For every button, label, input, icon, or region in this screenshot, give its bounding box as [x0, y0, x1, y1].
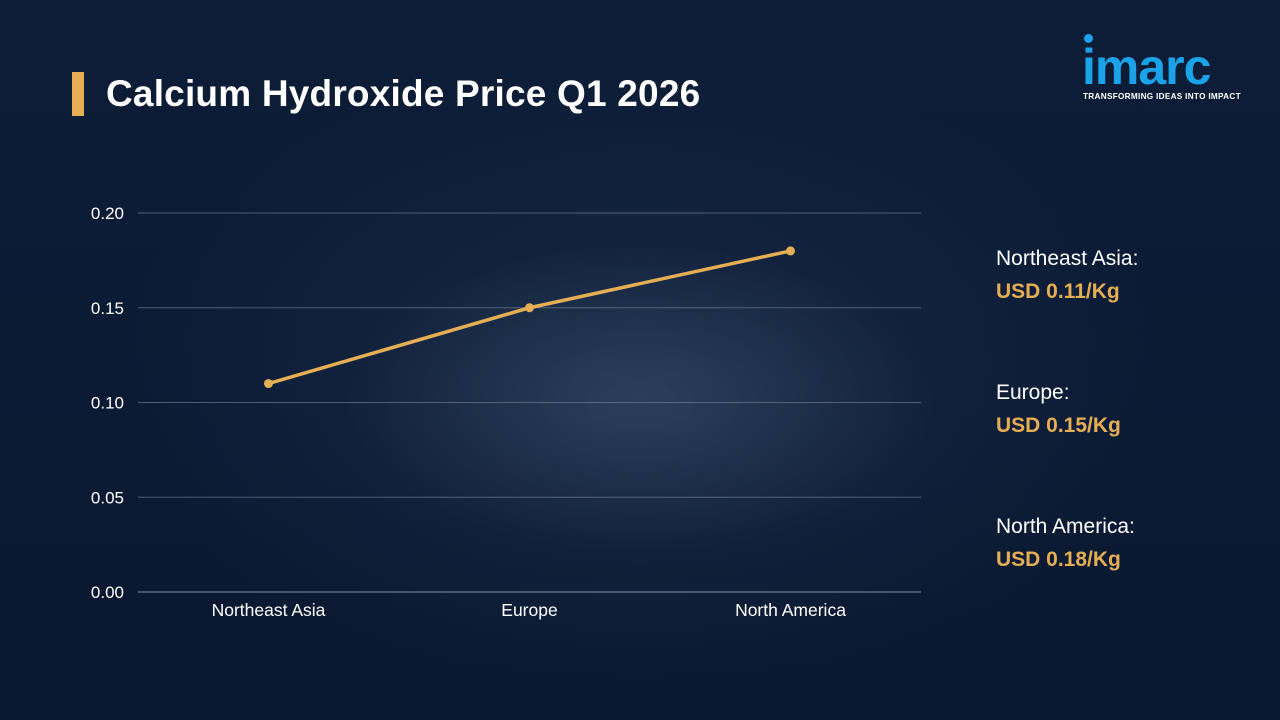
legend-label: Europe: — [996, 381, 1070, 404]
y-tick-label: 0.15 — [91, 299, 124, 318]
y-tick-label: 0.10 — [91, 394, 124, 413]
logo-tagline: TRANSFORMING IDEAS INTO IMPACT — [1083, 92, 1241, 101]
data-point — [525, 303, 534, 313]
legend-value: USD 0.15/Kg — [996, 414, 1121, 437]
series-line — [266, 249, 793, 386]
page-title: Calcium Hydroxide Price Q1 2026 — [106, 73, 701, 114]
legend-item-north-america: North America: USD 0.18/Kg — [996, 515, 1266, 572]
legend-label: North America: — [996, 515, 1135, 538]
y-tick-label: 0.20 — [91, 204, 124, 223]
legend-label: Northeast Asia: — [996, 247, 1139, 270]
imarc-logo: imarc TRANSFORMING IDEAS INTO IMPACT — [1082, 32, 1248, 104]
legend-item-europe: Europe: USD 0.15/Kg — [996, 381, 1266, 438]
logo-wordmark: imarc — [1082, 39, 1211, 95]
y-tick-label: 0.00 — [91, 583, 124, 602]
title-block: Calcium Hydroxide Price Q1 2026 — [72, 72, 700, 116]
x-tick-label: North America — [735, 600, 846, 620]
x-tick-label: Europe — [501, 600, 557, 620]
legend-item-northeast-asia: Northeast Asia: USD 0.11/Kg — [996, 247, 1266, 304]
y-tick-label: 0.05 — [91, 488, 124, 507]
title-accent-bar — [72, 72, 84, 116]
data-point — [264, 379, 273, 389]
x-tick-label: Northeast Asia — [212, 600, 326, 620]
logo-dot-icon — [1084, 34, 1093, 43]
legend-value: USD 0.11/Kg — [996, 280, 1120, 303]
data-point — [786, 246, 795, 256]
legend-value: USD 0.18/Kg — [996, 548, 1121, 571]
